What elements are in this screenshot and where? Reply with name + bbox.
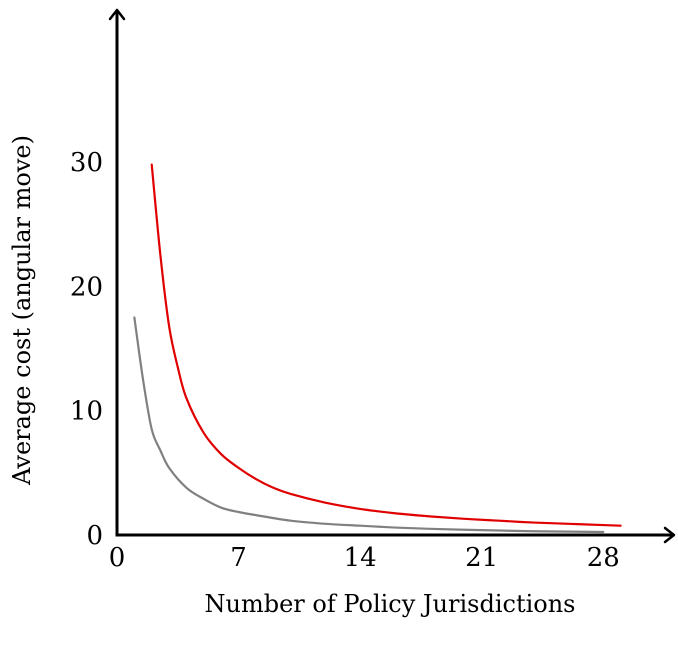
x-tick-label: 0 bbox=[109, 543, 126, 573]
x-axis-arrowhead bbox=[663, 526, 676, 544]
series-lines bbox=[133, 163, 622, 534]
x-tick-label: 28 bbox=[587, 543, 620, 573]
series-line-gray bbox=[133, 316, 605, 534]
y-tick-label: 20 bbox=[70, 272, 103, 302]
y-axis-arrowhead bbox=[108, 8, 126, 21]
y-axis-title: Average cost (angular move) bbox=[8, 135, 36, 486]
y-tick-label: 30 bbox=[70, 148, 103, 178]
y-tick-label: 10 bbox=[70, 397, 103, 427]
series-line-red bbox=[150, 163, 622, 527]
tick-labels: 0 7 14 21 28 0 10 20 30 bbox=[70, 148, 620, 573]
y-tick-label: 0 bbox=[86, 521, 103, 551]
x-tick-label: 7 bbox=[230, 543, 247, 573]
x-axis-title: Number of Policy Jurisdictions bbox=[204, 590, 575, 618]
axes bbox=[108, 8, 676, 544]
x-tick-label: 21 bbox=[465, 543, 498, 573]
x-tick-label: 14 bbox=[344, 543, 377, 573]
